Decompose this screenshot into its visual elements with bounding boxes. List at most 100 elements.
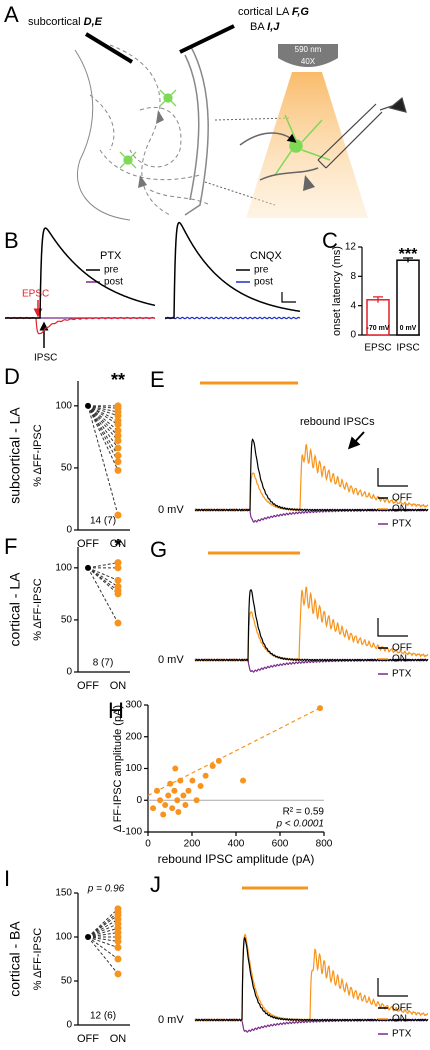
y-axis-title: cortical - LA: [7, 572, 23, 647]
point: [317, 705, 324, 712]
point: [171, 787, 178, 794]
y-tick-label: 100: [55, 562, 72, 573]
legend-label: OFF: [392, 1003, 412, 1014]
significance: **: [111, 370, 125, 390]
bar-label: -70 mV: [367, 325, 390, 332]
annotation: IPSC: [34, 353, 57, 364]
y-tick-label: 100: [55, 932, 72, 943]
x-tick-label: OFF: [77, 538, 99, 550]
legend-label: PTX: [392, 1029, 412, 1040]
point: [172, 765, 179, 772]
scale-bar: [377, 618, 408, 637]
panel-label: G: [150, 537, 167, 562]
on-point: [114, 420, 122, 428]
y-tick-label: 100: [125, 763, 142, 774]
y-tick-label: 0: [66, 667, 72, 678]
panel-label: B: [4, 228, 19, 253]
y-tick-label: 4: [350, 300, 356, 311]
x-tick-label: 800: [316, 839, 333, 850]
y-tick-label: 100: [55, 400, 72, 411]
significance: *: [114, 536, 121, 556]
error-bar: [403, 257, 413, 263]
x-tick-label: 200: [184, 839, 201, 850]
bar: [396, 259, 420, 336]
y-tick-label: 50: [61, 976, 73, 987]
trace: [165, 221, 301, 319]
point: [167, 780, 174, 787]
objective: [278, 44, 338, 67]
trendline: [147, 707, 320, 797]
pair-line: [87, 405, 119, 462]
label: I,J: [267, 21, 280, 33]
pipette: [303, 96, 407, 191]
y-tick-label: 150: [55, 888, 72, 899]
point: [169, 805, 176, 812]
panel-label: D: [4, 364, 20, 389]
legend-label: ON: [392, 1014, 407, 1025]
on-point: [114, 937, 122, 945]
pair-line: [87, 936, 119, 975]
x-tick-label: OFF: [77, 1033, 99, 1045]
pair-line: [87, 405, 119, 417]
on-point: [114, 427, 122, 435]
trace: [4, 316, 156, 335]
point: [165, 792, 172, 799]
y-axis-label: % ΔFF-IPSC: [32, 424, 44, 486]
legend-label: ON: [392, 504, 407, 515]
label: subcortical D,E: [28, 16, 103, 28]
pair-line: [87, 405, 119, 449]
trace: [164, 316, 301, 320]
label: D,E: [84, 16, 103, 28]
point: [177, 777, 184, 784]
on-point: [114, 458, 122, 466]
y-axis-label: % ΔFF-IPSC: [32, 578, 44, 640]
pair-line: [87, 918, 119, 938]
point: [157, 797, 164, 804]
point: [189, 777, 196, 784]
y-tick-label: 12: [345, 242, 357, 253]
pair-line: [87, 914, 119, 938]
y-tick-label: 200: [125, 731, 142, 742]
y-axis-title: Δ FF-IPSC amplitude (pA): [112, 705, 124, 832]
pair-line: [87, 567, 119, 624]
legend-label: PTX: [392, 519, 412, 530]
label: subcortical: [28, 16, 81, 28]
trace: [194, 438, 429, 512]
on-point: [114, 944, 122, 952]
pair-line: [87, 923, 119, 938]
point: [182, 802, 189, 809]
pair-line: [87, 567, 119, 581]
y-tick-label: 0: [136, 795, 142, 806]
point: [160, 811, 167, 818]
on-point: [114, 511, 122, 519]
label: BA: [250, 21, 265, 33]
label: cortical LA F,G: [238, 6, 309, 18]
trace: [194, 936, 429, 1022]
pair-line: [87, 405, 119, 432]
y-axis-title: subcortical - LA: [7, 407, 23, 504]
electrode: [179, 24, 235, 54]
point: [154, 787, 161, 794]
y-tick-label: 0: [66, 1020, 72, 1031]
n-label: 12 (6): [90, 1011, 116, 1022]
annotation: EPSC: [22, 289, 49, 300]
pair-line: [87, 927, 119, 938]
off-point: [85, 564, 91, 571]
legend-label: post: [254, 277, 273, 288]
scale-bar: [281, 292, 296, 303]
zoom-line: [214, 117, 291, 121]
point: [240, 777, 247, 784]
pair-line: [87, 405, 119, 516]
zero-label: 0 mV: [158, 504, 184, 516]
y-tick-label: 300: [125, 700, 142, 711]
on-point: [114, 444, 122, 452]
on-point: [114, 452, 122, 459]
label: BA I,J: [250, 21, 280, 33]
on-point: [114, 590, 122, 598]
on-point: [114, 432, 122, 440]
label: F,G: [292, 6, 310, 18]
zero-label: 0 mV: [158, 1014, 184, 1026]
on-point: [114, 576, 122, 584]
point: [215, 757, 222, 764]
x-tick-label: OFF: [77, 680, 99, 692]
